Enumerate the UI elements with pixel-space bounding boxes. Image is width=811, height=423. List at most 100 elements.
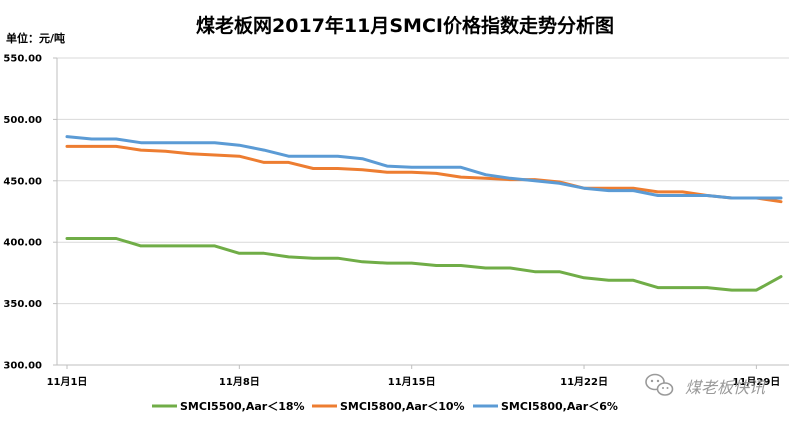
x-tick-label: 11月15日: [388, 376, 436, 388]
data-point: [312, 167, 315, 170]
data-point: [287, 155, 290, 158]
data-point: [484, 173, 487, 176]
data-point: [188, 141, 192, 144]
data-point: [459, 175, 463, 179]
data-point: [238, 252, 241, 255]
data-point: [533, 179, 536, 182]
y-tick-label: 400.00: [3, 238, 42, 249]
data-point: [65, 135, 69, 138]
data-point: [435, 172, 438, 175]
data-point: [287, 161, 290, 164]
data-point: [115, 137, 118, 141]
data-point: [115, 145, 118, 148]
data-point: [632, 186, 635, 190]
data-point: [755, 288, 758, 292]
series-3: [65, 135, 783, 200]
data-point: [262, 252, 266, 255]
data-point: [656, 286, 660, 289]
legend-item: SMCI5800,Aar＜10%: [312, 400, 465, 413]
data-point: [213, 244, 216, 248]
data-point: [90, 145, 93, 148]
data-point: [730, 288, 733, 292]
data-point: [459, 166, 463, 169]
series-line: [65, 144, 783, 204]
data-point: [484, 266, 487, 270]
series-line: [65, 135, 783, 200]
series-line: [65, 237, 783, 292]
data-point: [213, 141, 216, 144]
data-point: [508, 266, 512, 270]
legend-label: SMCI5800,Aar＜10%: [340, 400, 465, 413]
data-point: [656, 190, 660, 194]
y-tick-label: 500.00: [3, 115, 42, 126]
data-point: [312, 155, 315, 158]
data-point: [705, 286, 709, 289]
data-point: [435, 264, 438, 267]
data-point: [385, 164, 389, 168]
data-point: [361, 157, 364, 160]
data-point: [238, 155, 241, 158]
data-point: [607, 279, 610, 282]
y-tick-label: 550.00: [3, 54, 42, 65]
data-point: [779, 275, 783, 278]
data-point: [164, 244, 167, 248]
data-point: [459, 264, 463, 267]
legend-label: SMCI5800,Aar＜6%: [501, 400, 618, 413]
x-tick-label: 11月1日: [47, 376, 88, 388]
axes: [53, 57, 789, 366]
x-axis-ticks: 11月1日 11月8日 11月15日 11月22日 11月29日: [47, 365, 780, 388]
data-point: [558, 182, 561, 185]
data-point: [582, 186, 586, 190]
data-point: [262, 148, 266, 152]
series-1: [65, 237, 783, 292]
data-point: [361, 168, 364, 171]
data-point: [361, 260, 364, 264]
data-point: [681, 190, 684, 194]
data-point: [139, 141, 143, 144]
gridlines: [57, 57, 789, 305]
data-point: [115, 237, 118, 240]
data-point: [508, 177, 512, 180]
data-point: [385, 171, 389, 174]
data-point: [681, 194, 684, 197]
data-point: [607, 189, 610, 192]
legend-item: SMCI5500,Aar＜18%: [152, 400, 305, 413]
data-point: [484, 177, 487, 180]
y-tick-label: 450.00: [3, 176, 42, 187]
data-point: [435, 166, 438, 169]
data-point: [607, 186, 610, 190]
data-point: [410, 171, 413, 174]
data-point: [632, 189, 635, 192]
data-point: [65, 145, 69, 148]
data-point: [385, 261, 389, 265]
data-point: [558, 270, 561, 273]
y-axis-unit-label: 单位：元/吨: [6, 31, 65, 45]
legend: SMCI5500,Aar＜18% SMCI5800,Aar＜10% SMCI5800…: [152, 400, 618, 413]
data-point: [65, 237, 69, 240]
data-point: [139, 148, 143, 152]
x-tick-label: 11月8日: [219, 376, 260, 388]
watermark-text: 煤老板快讯: [685, 378, 766, 397]
wechat-icon: [645, 373, 674, 396]
data-point: [238, 143, 241, 147]
legend-item: SMCI5800,Aar＜6%: [473, 400, 618, 413]
data-point: [681, 286, 684, 289]
data-point: [730, 196, 733, 200]
x-tick-label: 11月29日: [732, 376, 780, 388]
y-axis-ticks: 300.00 350.00 400.00 450.00 500.00 550.00: [3, 54, 42, 372]
watermark: 煤老板快讯: [645, 373, 766, 397]
data-point: [705, 194, 709, 197]
data-point: [779, 200, 783, 203]
data-point: [90, 137, 93, 141]
data-point: [336, 256, 340, 260]
data-point: [410, 166, 413, 169]
data-point: [287, 255, 290, 259]
data-point: [262, 161, 266, 164]
legend-label: SMCI5500,Aar＜18%: [180, 400, 305, 413]
data-point: [312, 256, 315, 260]
data-point: [755, 196, 758, 200]
chart-title: 煤老板网2017年11月SMCI价格指数走势分析图: [196, 14, 614, 37]
y-tick-label: 350.00: [3, 299, 42, 310]
